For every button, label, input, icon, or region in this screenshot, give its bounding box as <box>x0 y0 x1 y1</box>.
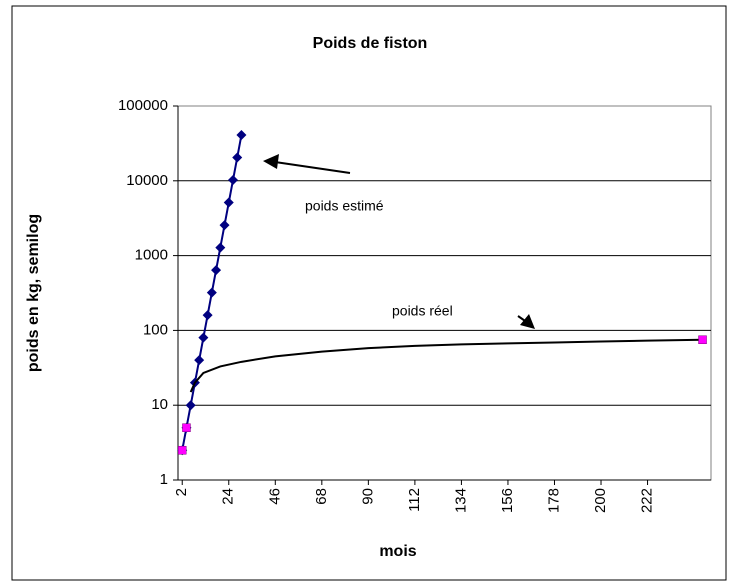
point <box>194 355 205 366</box>
x-tick-label: 68 <box>313 488 330 505</box>
y-tick-label: 100000 <box>118 97 168 114</box>
y-tick-label: 1000 <box>135 247 168 264</box>
point <box>215 242 226 253</box>
annotation: poids estimé <box>305 198 384 214</box>
plot-area <box>177 105 712 481</box>
series-line <box>189 338 703 393</box>
point <box>227 175 238 186</box>
annotation: poids réel <box>392 303 453 319</box>
point <box>223 197 234 208</box>
y-tick-label: 100 <box>143 321 168 338</box>
x-tick-label: 178 <box>545 488 562 513</box>
y-tick-label: 1 <box>160 471 168 488</box>
arrow <box>263 154 351 174</box>
x-tick-label: 156 <box>499 488 516 513</box>
point <box>698 335 707 344</box>
x-axis-label: mois <box>379 543 416 560</box>
x-tick-label: 200 <box>592 488 609 513</box>
y-tick-label: 10 <box>151 396 168 413</box>
point <box>177 445 187 455</box>
point <box>198 332 209 343</box>
x-tick-label: 24 <box>220 488 237 505</box>
x-tick-label: 222 <box>639 488 656 513</box>
point <box>211 265 222 276</box>
x-tick-label: 2 <box>173 488 190 496</box>
x-tick-label: 90 <box>359 488 376 505</box>
point <box>206 287 217 298</box>
point <box>236 129 247 140</box>
arrow <box>517 314 535 329</box>
x-tick-label: 112 <box>406 488 423 512</box>
y-axis-label: poids en kg, semilog <box>25 214 42 372</box>
point <box>219 220 230 231</box>
x-tick-label: 46 <box>266 488 283 505</box>
point <box>182 423 191 432</box>
chart-title: Poids de fiston <box>313 35 428 52</box>
point <box>202 310 213 321</box>
point <box>232 152 243 163</box>
point <box>185 400 196 411</box>
y-tick-label: 10000 <box>126 172 168 189</box>
x-tick-label: 134 <box>452 488 469 513</box>
